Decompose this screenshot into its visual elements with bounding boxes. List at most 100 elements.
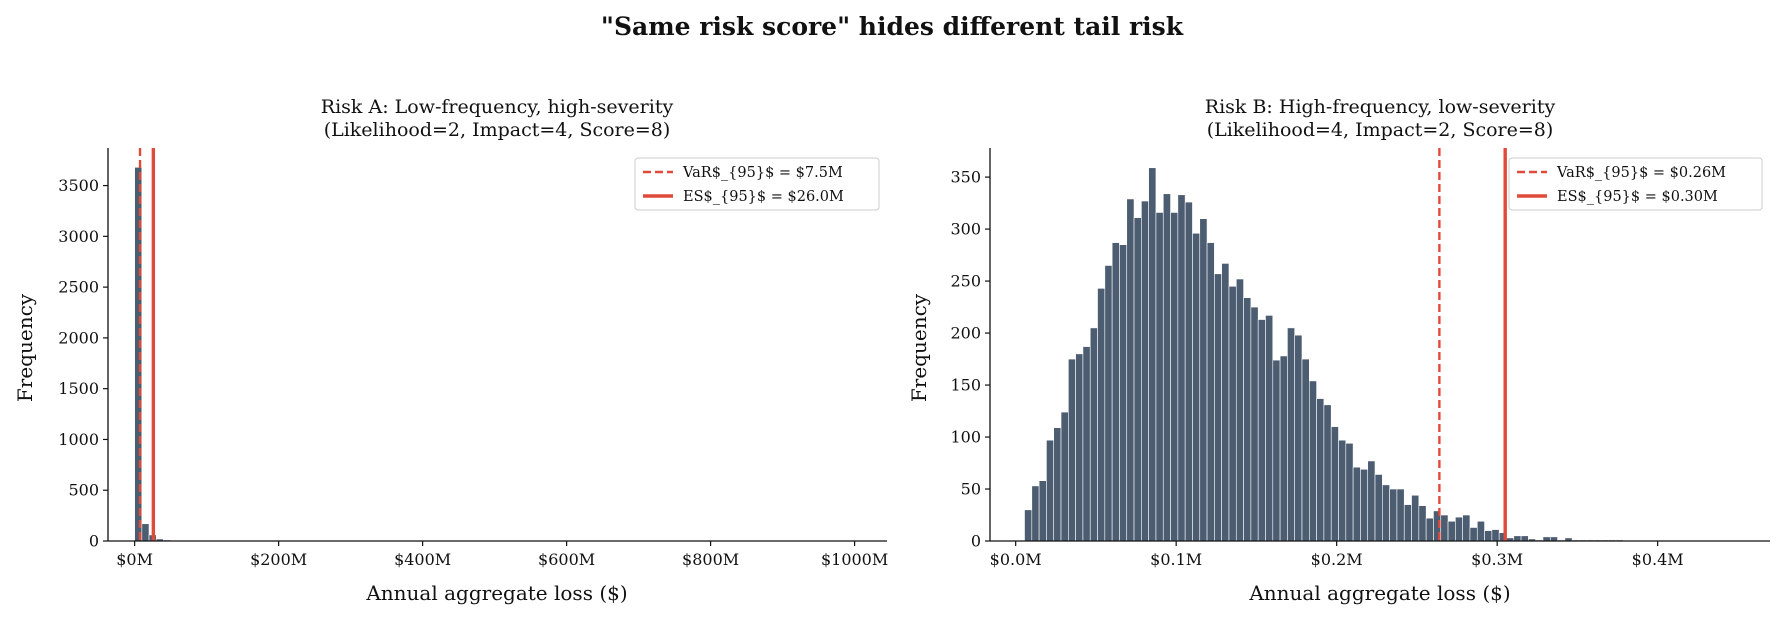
x-axis-label: Annual aggregate loss ($) (1248, 581, 1510, 605)
figure-suptitle: "Same risk score" hides different tail r… (601, 12, 1184, 41)
histogram-bar (1323, 404, 1332, 542)
histogram-bar (1053, 427, 1062, 542)
histogram-bar (1360, 468, 1369, 542)
y-tick-label: 500 (68, 481, 99, 500)
histogram-bar (1184, 201, 1193, 542)
x-tick-label: $0.1M (1150, 550, 1202, 569)
histogram-bar (1403, 504, 1412, 542)
histogram-bar (1469, 527, 1478, 542)
panel-subtitle: (Likelihood=4, Impact=2, Score=8) (1207, 119, 1554, 141)
histogram-bar (1162, 193, 1171, 542)
panel-risk-b: Risk B: High-frequency, low-severity (Li… (907, 96, 1770, 605)
histogram-bar (1279, 355, 1288, 542)
histogram-bar (1170, 212, 1179, 542)
histogram-bar (1316, 398, 1325, 542)
histogram-bar (1265, 315, 1274, 542)
histogram-bar (1104, 265, 1113, 542)
histogram-bar (1221, 263, 1230, 542)
y-tick-label: 0 (89, 532, 99, 551)
x-axis-label: Annual aggregate loss ($) (365, 581, 627, 605)
histogram-bar (1133, 217, 1142, 542)
histogram-bar (1440, 514, 1449, 542)
legend-label: VaR$_{95}$ = $7.5M (682, 165, 843, 181)
panel-risk-a: Risk A: Low-frequency, high-severity (Li… (13, 96, 888, 605)
histogram-bars (1024, 167, 1624, 542)
histogram-bar (1309, 380, 1317, 542)
panel-title: Risk A: Low-frequency, high-severity (321, 96, 674, 118)
histogram-bar (1031, 485, 1040, 542)
histogram-bar (1214, 273, 1222, 542)
reference-lines (1438, 148, 1507, 541)
panel-title: Risk B: High-frequency, low-severity (1205, 96, 1556, 118)
y-tick-label: 300 (950, 220, 981, 239)
histogram-bar (1089, 327, 1098, 542)
histogram-bars (134, 166, 193, 542)
y-tick-label: 3500 (58, 176, 99, 195)
x-tick-label: $800M (682, 550, 739, 569)
histogram-bar (1418, 505, 1427, 542)
histogram-bar (1060, 411, 1069, 542)
histogram-bar (1192, 232, 1201, 542)
histogram-bar (1520, 535, 1529, 542)
legend-label: VaR$_{95}$ = $0.26M (1556, 165, 1726, 181)
y-tick-label: 2000 (58, 328, 99, 347)
legend-label: ES$_{95}$ = $26.0M (683, 189, 844, 205)
histogram-bar (1367, 460, 1376, 542)
histogram-bar (1075, 353, 1084, 542)
x-tick-label: $1000M (821, 550, 888, 569)
histogram-bar (1338, 439, 1347, 542)
legend: VaR$_{95}$ = $0.26M ES$_{95}$ = $0.30M (1508, 157, 1763, 211)
x-tick-label: $0.2M (1311, 550, 1363, 569)
axes: $0M $200M $400M $600M $800M $1000M 0 500 1000 150… (58, 148, 888, 569)
histogram-bar (1082, 346, 1091, 542)
y-tick-label: 100 (950, 428, 981, 447)
histogram-bar (1024, 509, 1033, 542)
histogram-bar (1111, 242, 1120, 542)
y-tick-label: 3000 (58, 227, 99, 246)
histogram-bar (1235, 278, 1244, 542)
histogram-bar (1257, 319, 1266, 542)
reference-lines (138, 148, 156, 541)
histogram-bar (1243, 297, 1252, 542)
histogram-bar (1068, 358, 1076, 542)
y-tick-label: 200 (950, 324, 981, 343)
legend-label: ES$_{95}$ = $0.30M (1557, 189, 1718, 205)
x-tick-label: $0.0M (990, 550, 1042, 569)
histogram-bar (1455, 516, 1463, 542)
histogram-bar (1228, 285, 1237, 542)
x-tick-label: $0.4M (1632, 550, 1684, 569)
y-tick-label: 250 (950, 272, 981, 291)
histogram-bar (1447, 520, 1456, 542)
histogram-bar (1148, 167, 1157, 542)
histogram-bar (1411, 494, 1420, 542)
y-tick-label: 2500 (58, 278, 99, 297)
y-tick-label: 150 (950, 376, 981, 395)
histogram-bar (1491, 529, 1500, 542)
histogram-bar (1141, 200, 1149, 542)
histogram-bar (1038, 480, 1047, 542)
histogram-bar (1177, 194, 1186, 542)
histogram-bar (1294, 334, 1303, 542)
y-tick-label: 0 (971, 532, 981, 551)
histogram-bar (1287, 327, 1295, 542)
y-tick-label: 1000 (58, 430, 99, 449)
histogram-bar (1272, 359, 1281, 542)
x-tick-label: $400M (394, 550, 451, 569)
histogram-bar (1330, 426, 1339, 542)
y-tick-label: 1500 (58, 379, 99, 398)
x-tick-label: $0M (116, 550, 153, 569)
axes: $0.0M $0.1M $0.2M $0.3M $0.4M 0 50 100 150 200 250… (950, 148, 1770, 569)
histogram-bar (1119, 244, 1128, 542)
y-tick-label: 350 (950, 168, 981, 187)
x-tick-label: $200M (250, 550, 307, 569)
legend-box (634, 157, 880, 211)
panel-subtitle: (Likelihood=2, Impact=4, Score=8) (324, 119, 671, 141)
histogram-bar (1126, 198, 1135, 542)
histogram-bar (1250, 306, 1259, 542)
x-tick-label: $600M (538, 550, 595, 569)
histogram-bar (1382, 484, 1390, 542)
histogram-bar (1513, 535, 1522, 542)
y-axis-label: Frequency (907, 293, 931, 402)
histogram-bar (1374, 474, 1383, 542)
